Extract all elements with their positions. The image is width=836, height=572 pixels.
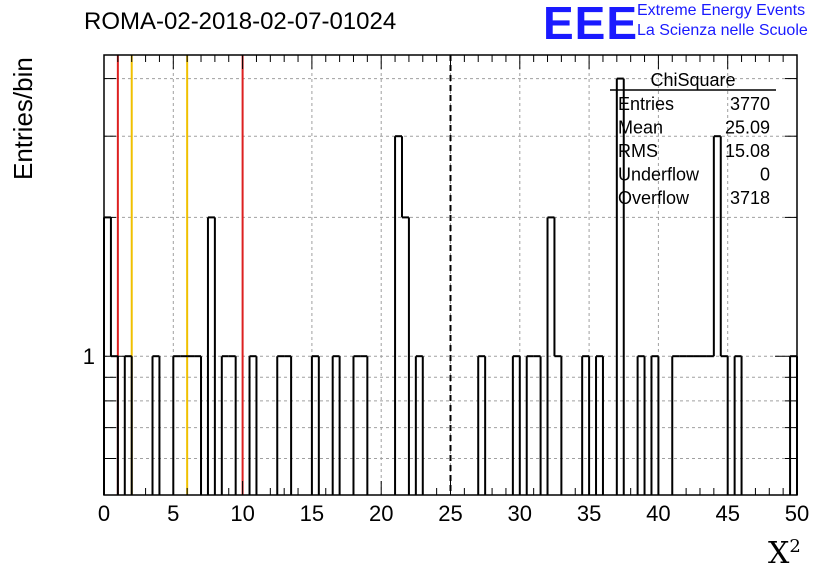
stats-value: 0 [760, 165, 770, 185]
x-tick-label: 0 [98, 501, 110, 526]
stats-value: 3770 [730, 94, 770, 114]
histogram [103, 77, 798, 495]
stats-value: 3718 [730, 188, 770, 208]
stats-value: 25.09 [725, 118, 770, 138]
stats-label: Entries [618, 94, 674, 114]
y-tick-label: 1 [83, 344, 95, 369]
logo-subtitle-2: La Scienza nelle Scuole [637, 22, 808, 39]
stats-title: ChiSquare [650, 70, 735, 90]
x-tick-label: 5 [167, 501, 179, 526]
plot-title: ROMA-02-2018-02-07-01024 [84, 8, 397, 35]
logo-subtitle-1: Extreme Energy Events [637, 2, 806, 19]
reference-lines [116, 55, 452, 495]
stats-label: Mean [618, 118, 663, 138]
stats-label: Underflow [618, 165, 700, 185]
x-tick-label: 25 [438, 501, 462, 526]
stats-label: Overflow [618, 188, 690, 208]
x-tick-label: 35 [577, 501, 601, 526]
stats-value: 15.08 [725, 141, 770, 161]
x-tick-label: 20 [369, 501, 393, 526]
x-tick-label: 45 [715, 501, 739, 526]
axes: 0 5 10 15 20 25 30 35 40 45 50 1 [83, 54, 809, 526]
x-axis-label: X2 [768, 536, 801, 571]
stats-label: RMS [618, 141, 658, 161]
x-tick-label: 40 [646, 501, 670, 526]
x-tick-label: 15 [300, 501, 324, 526]
x-tick-label: 30 [508, 501, 532, 526]
eee-logo: EEE [543, 0, 639, 49]
stats-box: ChiSquare Entries 3770 Mean 25.09 RMS 15.08 Und… [610, 70, 776, 208]
x-tick-label: 10 [230, 501, 254, 526]
x-tick-label: 50 [785, 501, 809, 526]
